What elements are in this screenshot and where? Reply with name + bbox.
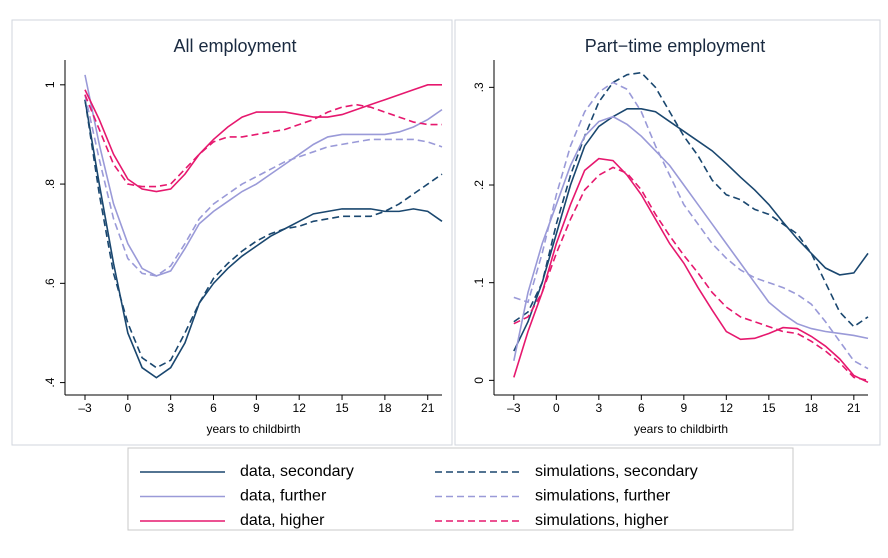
series-line	[84, 84, 442, 193]
x-tick-label: 6	[638, 401, 645, 415]
legend-label: simulations, higher	[535, 512, 669, 529]
series-line	[84, 94, 443, 277]
legend-label: simulations, further	[535, 488, 671, 505]
x-tick-label: 21	[421, 401, 435, 415]
x-axis-label: years to childbirth	[206, 422, 300, 436]
series-line	[513, 81, 869, 370]
series-line	[513, 157, 869, 384]
y-tick-label: .8	[43, 179, 57, 189]
legend-label: data, secondary	[240, 463, 354, 480]
series-line	[513, 166, 869, 382]
x-tick-label: 15	[762, 401, 776, 415]
y-tick-label: 0	[472, 377, 486, 384]
y-tick-label: .2	[472, 180, 486, 190]
x-tick-label: 0	[124, 401, 131, 415]
series-line	[84, 99, 443, 369]
y-tick-label: .4	[43, 377, 57, 387]
panel-frame	[11, 19, 453, 446]
y-tick-label: .3	[472, 82, 486, 92]
y-tick-label: .1	[472, 277, 486, 287]
x-tick-label: 9	[253, 401, 260, 415]
series-line	[84, 94, 442, 188]
x-tick-label: 6	[210, 401, 217, 415]
x-tick-label: 0	[553, 401, 560, 415]
series-line	[513, 115, 869, 361]
x-tick-label: 18	[378, 401, 392, 415]
panel-title: All employment	[173, 36, 296, 56]
series-line	[84, 74, 443, 277]
y-tick-label: .6	[43, 278, 57, 288]
x-tick-label: 12	[720, 401, 734, 415]
x-tick-label: –3	[507, 401, 521, 415]
x-tick-label: 18	[805, 401, 819, 415]
series-line	[84, 99, 443, 379]
x-tick-label: 3	[595, 401, 602, 415]
legend-label: data, further	[240, 488, 327, 505]
legend-box	[127, 447, 794, 531]
x-tick-label: 21	[847, 401, 861, 415]
series-line	[513, 71, 869, 328]
x-tick-label: –3	[78, 401, 92, 415]
legend-label: data, higher	[240, 512, 325, 529]
x-axis-label: years to childbirth	[634, 422, 728, 436]
legend-label: simulations, secondary	[535, 463, 698, 480]
x-tick-label: 12	[293, 401, 307, 415]
y-tick-label: 1	[43, 81, 57, 88]
x-tick-label: 15	[335, 401, 349, 415]
x-tick-label: 9	[680, 401, 687, 415]
panel-title: Part−time employment	[585, 36, 766, 56]
x-tick-label: 3	[167, 401, 174, 415]
